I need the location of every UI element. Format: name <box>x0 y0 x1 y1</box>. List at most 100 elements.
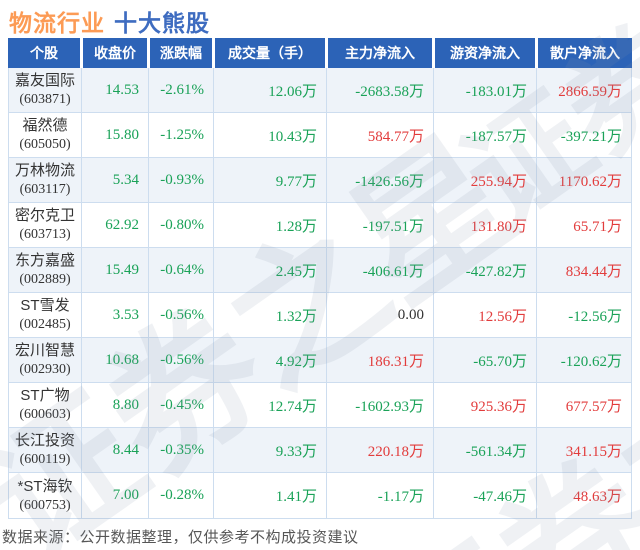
close-price-cell: 3.53 <box>82 293 149 337</box>
stock-code: (002930) <box>19 362 71 377</box>
table-row: 嘉友国际 (603871) 14.53 -2.61% 12.06万 -2683.58万 -1… <box>9 68 631 113</box>
hot-money-inflow-cell: -47.46万 <box>434 473 537 518</box>
stock-code: (603871) <box>19 92 71 107</box>
retail-inflow-cell: 2866.59万 <box>558 83 622 100</box>
close-price-cell: 10.68 <box>82 338 149 382</box>
stock-code: (002889) <box>19 272 71 287</box>
retail-inflow-cell: 341.15万 <box>565 443 622 460</box>
table-header: 个股 收盘价 涨跌幅 成交量（手） 主力净流入 游资净流入 散户净流入 <box>8 38 632 68</box>
column-header: 主力净流入 <box>328 38 435 68</box>
close-price-cell: 15.49 <box>82 248 149 292</box>
stock-name-cell: 福然德 (605050) <box>9 113 82 157</box>
main-inflow-cell: -1602.93万 <box>327 383 434 427</box>
table-row: 长江投资 (600119) 8.44 -0.35% 9.33万 220.18万 -561.3… <box>9 428 631 473</box>
stock-code: (600753) <box>19 497 71 513</box>
stock-name-cell: 东方嘉盛 (002889) <box>9 248 82 292</box>
table-row: 东方嘉盛 (002889) 15.49 -0.64% 2.45万 -406.61万 -427… <box>9 248 631 293</box>
retail-inflow-cell: -12.56万 <box>568 308 622 325</box>
stock-name-cell: ST雪发 (002485) <box>9 293 82 337</box>
retail-inflow-cell: -120.62万 <box>560 353 622 370</box>
stock-code: (600119) <box>19 452 71 467</box>
data-source-note: 数据来源：公开数据整理，仅供参考不构成投资建议 <box>2 529 359 546</box>
stock-code: (600603) <box>19 407 71 422</box>
column-header: 个股 <box>8 38 83 68</box>
volume-cell: 4.92万 <box>214 338 327 382</box>
close-price-cell: 8.44 <box>82 428 149 472</box>
stock-code: (605050) <box>19 137 71 152</box>
main-inflow-cell: -1426.56万 <box>327 158 434 202</box>
change-percent-cell: -0.56% <box>149 338 214 382</box>
volume-cell: 9.33万 <box>214 428 327 472</box>
main-inflow-cell: -2683.58万 <box>327 68 434 112</box>
close-price-cell: 14.53 <box>82 68 149 112</box>
hot-money-inflow-cell: -427.82万 <box>434 248 537 292</box>
stock-table: 个股 收盘价 涨跌幅 成交量（手） 主力净流入 游资净流入 散户净流入 嘉友国际 (60387… <box>8 38 632 519</box>
stock-name: *ST海钦 <box>17 477 73 495</box>
main-inflow-cell: -1.17万 <box>327 473 434 518</box>
change-percent-cell: -0.93% <box>149 158 214 202</box>
change-percent-cell: -0.64% <box>149 248 214 292</box>
stock-name: 福然德 <box>22 117 68 134</box>
column-header: 散户净流入 <box>538 38 632 68</box>
main-inflow-cell: 0.00 <box>327 293 434 337</box>
main-inflow-cell: 584.77万 <box>327 113 434 157</box>
change-percent-cell: -0.80% <box>149 203 214 247</box>
title-industry: 物流行业 <box>9 10 105 36</box>
volume-cell: 1.32万 <box>214 293 327 337</box>
hot-money-inflow-cell: -187.57万 <box>434 113 537 157</box>
stock-code: (603117) <box>19 182 71 197</box>
volume-cell: 1.41万 <box>214 473 327 518</box>
table-row: *ST海钦 (600753) 7.00 -0.28% 1.41万 -1.17万 -47.46… <box>9 473 631 518</box>
column-header: 游资净流入 <box>435 38 538 68</box>
table-row: 福然德 (605050) 15.80 -1.25% 10.43万 584.77万 -187.… <box>9 113 631 158</box>
column-header: 收盘价 <box>83 38 150 68</box>
stock-name-cell: 万林物流 (603117) <box>9 158 82 202</box>
stock-name-cell: 宏川智慧 (002930) <box>9 338 82 382</box>
table-row: 万林物流 (603117) 5.34 -0.93% 9.77万 -1426.56万 255.… <box>9 158 631 203</box>
table-body: 嘉友国际 (603871) 14.53 -2.61% 12.06万 -2683.58万 -1… <box>8 68 632 519</box>
hot-money-inflow-cell: 255.94万 <box>434 158 537 202</box>
stock-name-cell: 长江投资 (600119) <box>9 428 82 472</box>
volume-cell: 12.74万 <box>214 383 327 427</box>
stock-name: 嘉友国际 <box>14 72 75 89</box>
stock-code: (002485) <box>19 317 71 332</box>
table-row: 宏川智慧 (002930) 10.68 -0.56% 4.92万 186.31万 -65.7… <box>9 338 631 383</box>
title-label: 十大熊股 <box>114 10 210 36</box>
page-title: 物流行业 十大熊股 <box>9 4 210 38</box>
table-row: 密尔克卫 (603713) 62.92 -0.80% 1.28万 -197.51万 131.… <box>9 203 631 248</box>
close-price-cell: 7.00 <box>82 473 149 518</box>
change-percent-cell: -0.35% <box>149 428 214 472</box>
hot-money-inflow-cell: 12.56万 <box>434 293 537 337</box>
stock-name: 万林物流 <box>14 162 75 179</box>
stock-name-cell: 嘉友国际 (603871) <box>9 68 82 112</box>
retail-inflow-cell: 834.44万 <box>565 263 622 280</box>
main-inflow-cell: 220.18万 <box>327 428 434 472</box>
stock-name: 密尔克卫 <box>14 207 75 224</box>
volume-cell: 2.45万 <box>214 248 327 292</box>
retail-inflow-cell: 677.57万 <box>565 398 622 415</box>
stock-name-cell: 密尔克卫 (603713) <box>9 203 82 247</box>
stock-name: ST广物 <box>20 387 70 404</box>
table-row: ST广物 (600603) 8.80 -0.45% 12.74万 -1602.93万 925… <box>9 383 631 428</box>
table-row: ST雪发 (002485) 3.53 -0.56% 1.32万 0.00 12.56万 -12… <box>9 293 631 338</box>
retail-inflow-cell: 65.71万 <box>573 218 622 235</box>
change-percent-cell: -2.61% <box>149 68 214 112</box>
hot-money-inflow-cell: 925.36万 <box>434 383 537 427</box>
change-percent-cell: -0.45% <box>149 383 214 427</box>
hot-money-inflow-cell: -183.01万 <box>434 68 537 112</box>
main-inflow-cell: -406.61万 <box>327 248 434 292</box>
stock-name: ST雪发 <box>20 297 70 314</box>
volume-cell: 9.77万 <box>214 158 327 202</box>
change-percent-cell: -0.56% <box>149 293 214 337</box>
volume-cell: 12.06万 <box>214 68 327 112</box>
volume-cell: 1.28万 <box>214 203 327 247</box>
stock-name: 长江投资 <box>14 432 75 449</box>
change-percent-cell: -1.25% <box>149 113 214 157</box>
retail-inflow-cell: -397.21万 <box>560 128 622 145</box>
column-header: 涨跌幅 <box>150 38 215 68</box>
stock-code: (603713) <box>19 227 71 242</box>
column-header: 成交量（手） <box>215 38 328 68</box>
retail-inflow-cell: 48.63万 <box>573 489 622 505</box>
retail-inflow-cell: 1170.62万 <box>558 173 622 190</box>
